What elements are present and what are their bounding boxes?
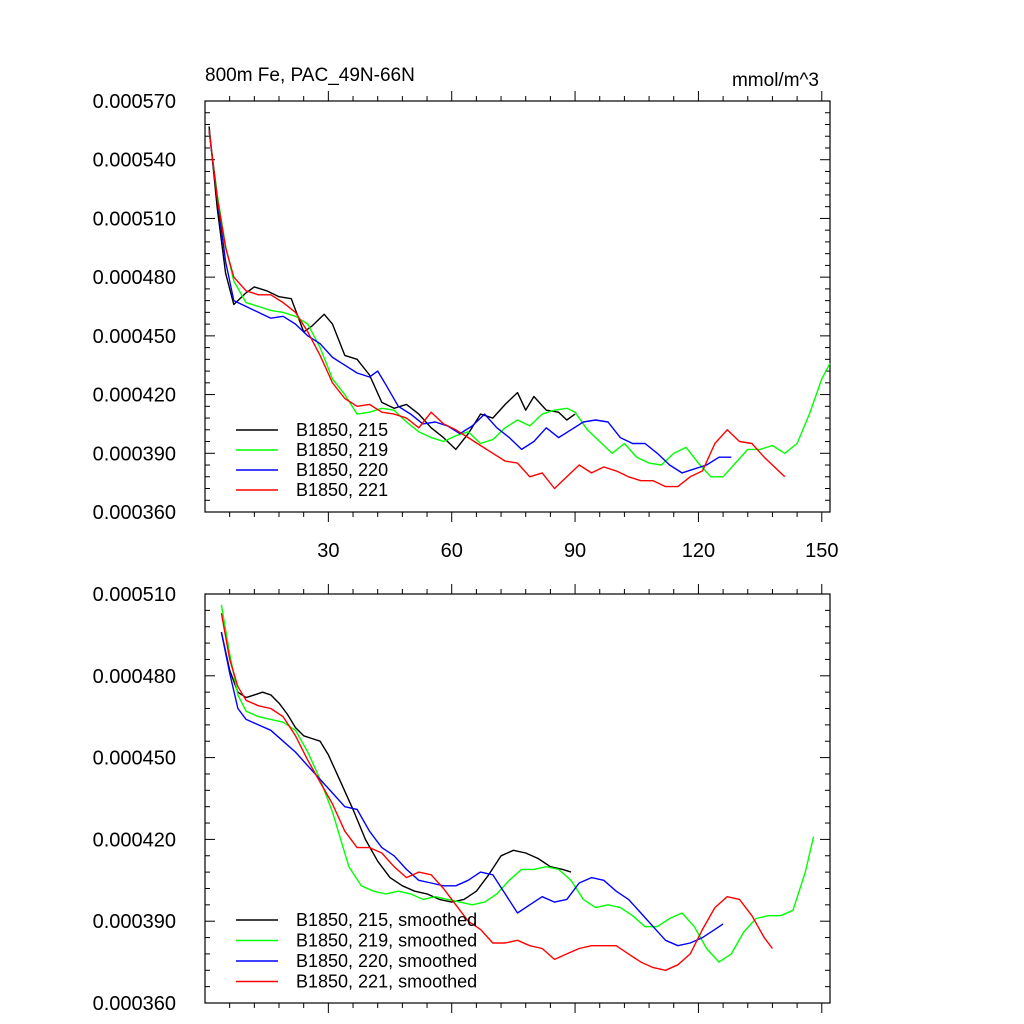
- legend-label: B1850, 219: [296, 440, 388, 460]
- x-tick-label: 120: [682, 540, 715, 562]
- legend-label: B1850, 219, smoothed: [296, 931, 477, 951]
- y-tick-label: 0.000480: [93, 666, 176, 688]
- y-tick-label: 0.000360: [93, 993, 176, 1015]
- legend-label: B1850, 220: [296, 460, 388, 480]
- x-tick-label: 90: [564, 540, 586, 562]
- y-tick-label: 0.000390: [93, 911, 176, 933]
- series-line-smoothed-1: [220, 604, 815, 963]
- series-line-smoothed-2: [220, 632, 724, 947]
- legend-label: B1850, 215: [296, 420, 388, 440]
- y-tick-label: 0.000360: [93, 502, 176, 524]
- series-line-smoothed-0: [220, 632, 572, 903]
- legend-label: B1850, 215, smoothed: [296, 910, 477, 930]
- y-tick-label: 0.000540: [93, 150, 176, 172]
- series-line-raw-3: [208, 130, 786, 490]
- top-panel: 800m Fe, PAC_49N-66N mmol/m^3 0.000360 0.…: [93, 65, 839, 562]
- legend-label: B1850, 220, smoothed: [296, 951, 477, 971]
- series-line-smoothed-3: [220, 612, 773, 971]
- x-tick-label: 150: [805, 540, 838, 562]
- chart-title: 800m Fe, PAC_49N-66N: [205, 65, 415, 86]
- y-tick-label: 0.000450: [93, 326, 176, 348]
- y-tick-label: 0.000510: [93, 584, 176, 606]
- legend-label: B1850, 221, smoothed: [296, 972, 477, 992]
- bottom-panel: 0.000360 0.000390 0.000420 0.000450 0.000480…: [93, 584, 831, 1015]
- units-label: mmol/m^3: [732, 70, 819, 91]
- plot-frame: [204, 100, 831, 513]
- y-tick-label: 0.000420: [93, 385, 176, 407]
- x-tick-label: 60: [441, 540, 463, 562]
- y-tick-label: 0.000390: [93, 443, 176, 465]
- y-tick-label: 0.000450: [93, 748, 176, 770]
- y-tick-label: 0.000510: [93, 208, 176, 230]
- y-tick-label: 0.000420: [93, 829, 176, 851]
- x-tick-label: 30: [317, 540, 339, 562]
- series-line-raw-1: [208, 130, 831, 478]
- plot-frame: [204, 593, 831, 1004]
- legend-label: B1850, 221: [296, 480, 388, 500]
- series-line-raw-0: [208, 126, 576, 451]
- series-line-raw-2: [208, 130, 732, 474]
- y-tick-label: 0.000570: [93, 91, 176, 113]
- y-tick-label: 0.000480: [93, 267, 176, 289]
